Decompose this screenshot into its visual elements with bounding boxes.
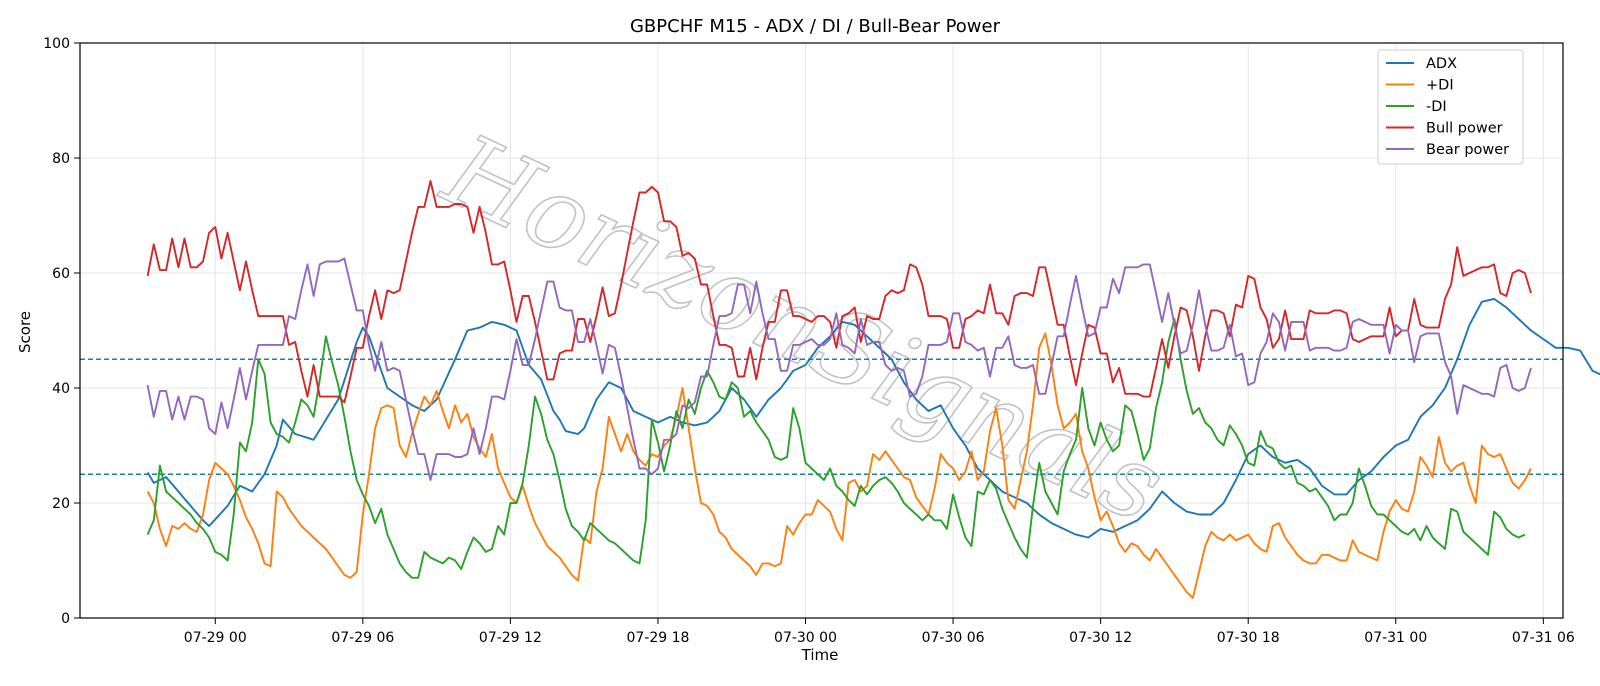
x-tick-label: 07-30 12 [1069,630,1132,646]
y-tick-label: 20 [52,496,70,512]
y-tick-label: 40 [52,381,70,397]
y-axis-ticks: 0 20 40 60 80 100 [43,36,80,627]
x-tick-label: 07-30 06 [922,630,985,646]
x-tick-label: 07-29 00 [184,630,247,646]
x-tick-label: 07-31 00 [1364,630,1427,646]
series-lines [146,180,1600,599]
legend-label-adx: ADX [1426,56,1457,72]
plot-area-frame [79,42,1564,619]
y-tick-label: 0 [61,611,70,627]
x-tick-label: 07-29 06 [331,630,394,646]
reference-lines [80,358,1563,475]
x-tick-label: 07-30 18 [1217,630,1280,646]
y-tick-label: 60 [52,266,70,282]
y-tick-label: 80 [52,151,70,167]
legend-label-bull-power: Bull power [1426,121,1503,137]
x-tick-label: 07-29 18 [626,630,689,646]
y-tick-label: 100 [43,36,70,52]
chart-title: GBPCHF M15 - ADX / DI / Bull-Bear Power [630,16,1001,37]
x-tick-label: 07-31 06 [1512,630,1575,646]
series-di-line [146,332,1532,599]
x-tick-label: 07-29 12 [479,630,542,646]
series-bear-power-line [146,257,1532,481]
series-di-line [146,318,1526,579]
x-axis-label: Time [801,646,839,664]
legend-label-di: -DI [1426,99,1447,115]
legend-box [1377,49,1524,165]
legend-label-bear-power: Bear power [1426,142,1509,158]
y-axis-label: Score [16,311,34,353]
x-tick-label: 07-30 00 [774,630,837,646]
x-axis-ticks: 07-29 00 07-29 06 07-29 12 07-29 18 07-30 00… [184,618,1575,646]
legend: ADX +DI -DI Bull power Bear power [1377,49,1524,165]
series-adx-line [146,297,1600,539]
legend-label-di: +DI [1426,78,1454,94]
